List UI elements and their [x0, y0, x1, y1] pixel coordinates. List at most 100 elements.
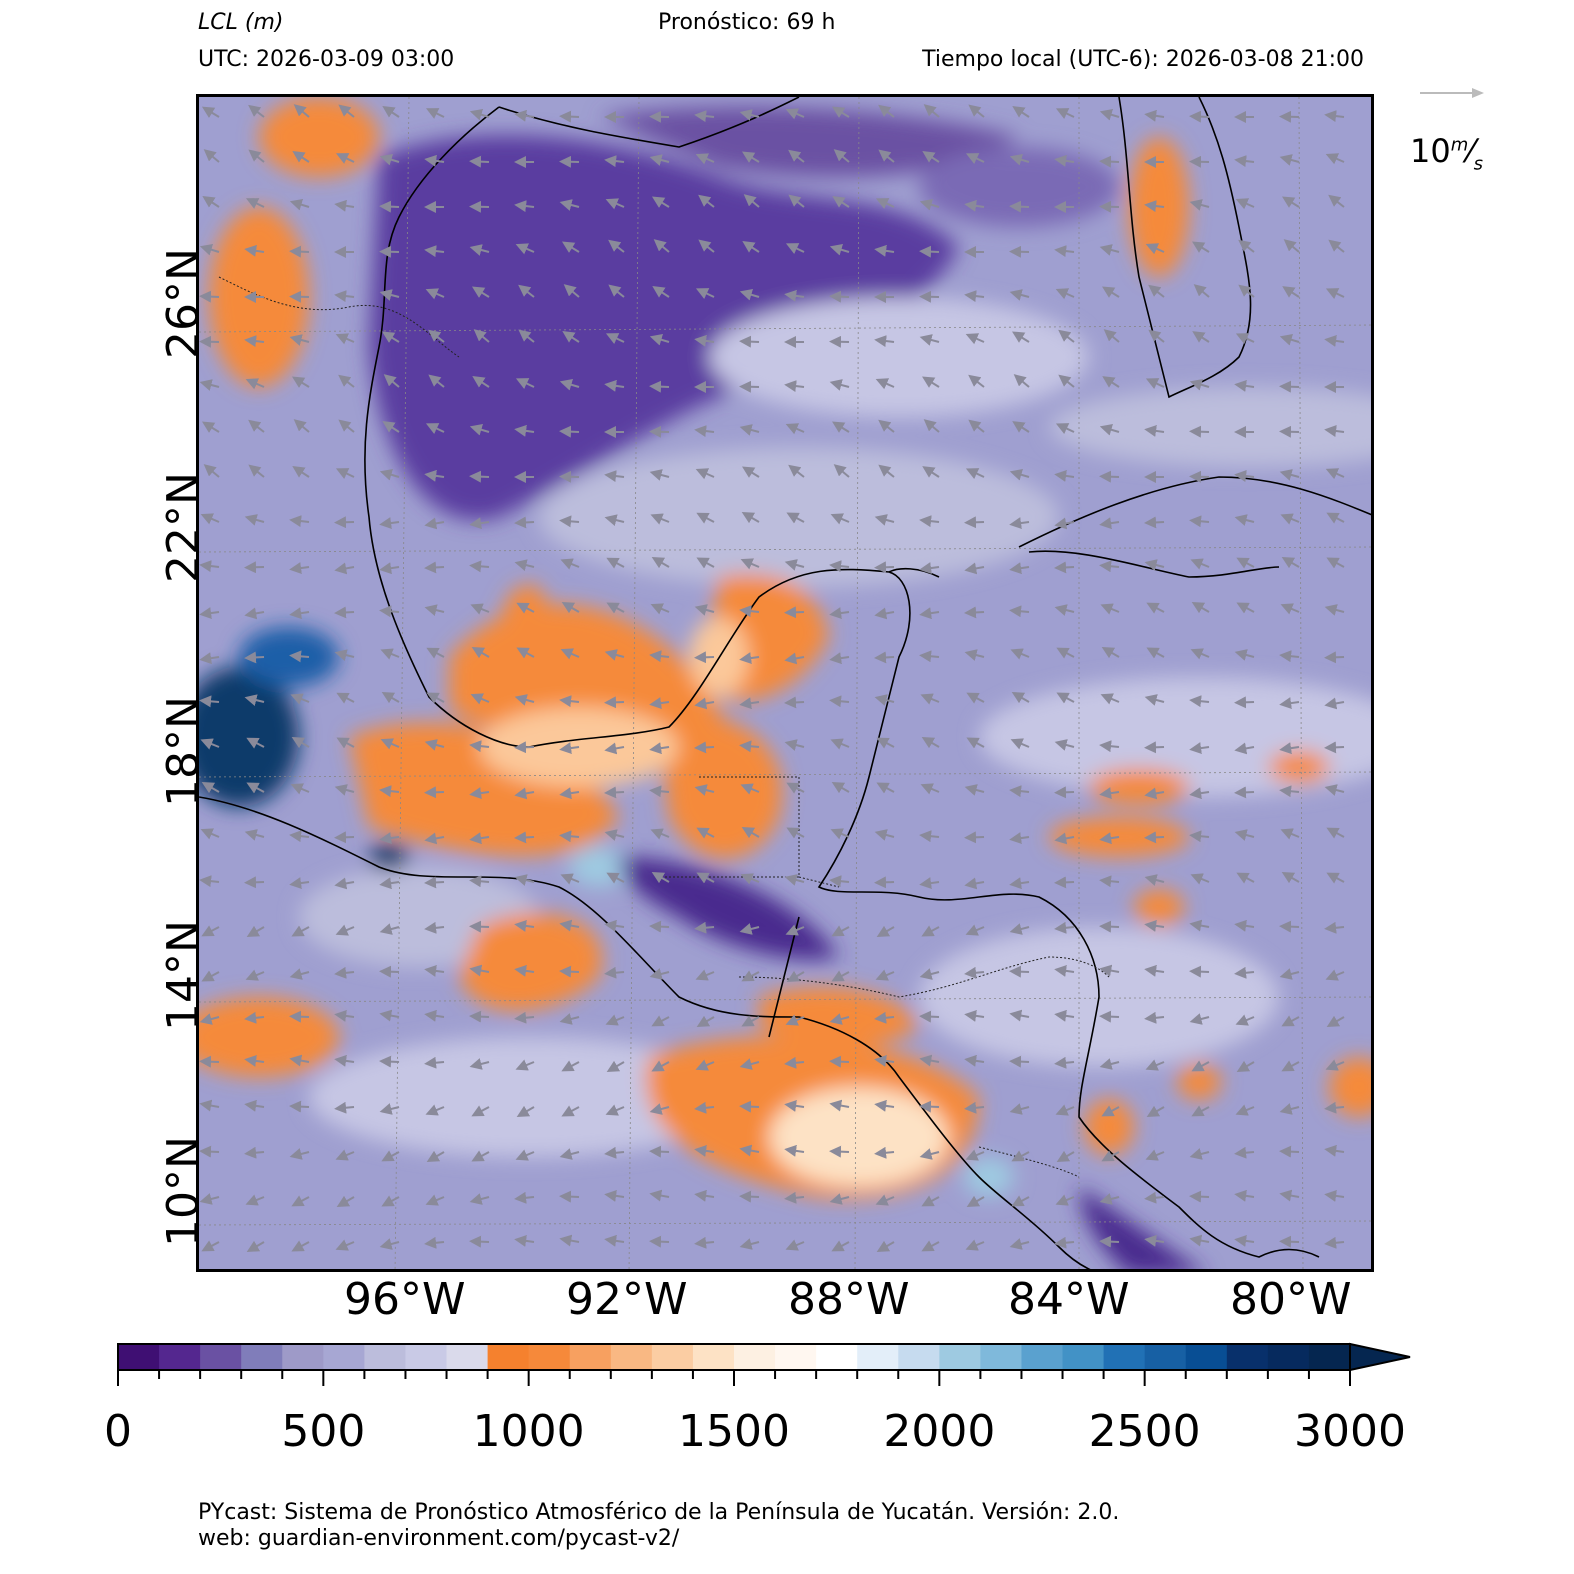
wind-arrow — [469, 832, 490, 845]
wind-arrow — [379, 517, 400, 530]
wind-arrow — [1279, 334, 1300, 346]
wind-arrow — [649, 785, 670, 798]
wind-arrow — [875, 969, 895, 981]
wind-arrow — [919, 1100, 940, 1113]
wind-arrow — [1189, 695, 1210, 708]
wind-arrow — [1009, 1238, 1030, 1250]
wind-arrow — [964, 831, 985, 844]
wind-arrow — [1011, 1150, 1030, 1162]
wind-arrow — [649, 742, 670, 755]
wind-arrow — [830, 513, 850, 525]
wind-arrow — [964, 1054, 985, 1067]
wind-arrow — [1279, 154, 1300, 166]
wind-arrow — [244, 335, 265, 348]
wind-arrow — [694, 1236, 715, 1249]
wind-arrow — [514, 1234, 535, 1247]
wind-arrow — [1009, 289, 1030, 301]
wind-arrow — [1009, 469, 1030, 481]
wind-arrow — [334, 562, 355, 575]
wind-arrow — [469, 964, 490, 977]
wind-arrow — [334, 1101, 355, 1114]
wind-arrow — [289, 650, 310, 663]
wind-arrow — [1280, 828, 1300, 840]
wind-arrow — [514, 787, 535, 800]
wind-arrow — [1054, 739, 1075, 751]
wind-arrow — [514, 919, 535, 932]
wind-arrow — [1324, 697, 1345, 710]
wind-arrow — [335, 924, 355, 936]
wind-arrow — [1324, 1144, 1345, 1157]
wind-arrow — [515, 378, 535, 389]
wind-arrow — [381, 331, 400, 343]
wind-arrow — [199, 607, 220, 620]
wind-arrow — [290, 783, 310, 795]
wind-arrow — [788, 149, 805, 163]
wind-arrow — [874, 829, 895, 841]
wind-arrow — [289, 1010, 310, 1023]
wind-arrow — [1144, 516, 1165, 529]
wind-arrow — [739, 605, 760, 618]
wind-arrow — [469, 740, 490, 753]
wind-arrow — [248, 149, 265, 163]
wind-arrow — [695, 1059, 715, 1071]
wind-arrow — [922, 376, 940, 388]
wind-arrow — [1009, 200, 1030, 213]
wind-arrow — [245, 378, 265, 390]
wind-arrow — [1236, 602, 1255, 614]
wind-arrow — [561, 241, 580, 253]
wind-arrow — [514, 200, 535, 213]
wind-arrow — [469, 875, 490, 888]
wind-arrow — [1009, 1103, 1030, 1115]
wind-arrow — [876, 1240, 895, 1253]
wind-arrow — [1234, 1234, 1255, 1247]
wind-arrow — [604, 742, 625, 755]
wind-arrow — [1146, 1105, 1165, 1118]
wind-arrow — [1009, 923, 1030, 935]
wind-arrow — [244, 829, 265, 841]
wind-arrow — [199, 1193, 220, 1205]
wind-arrow — [1234, 649, 1255, 661]
wind-arrow — [1099, 424, 1120, 436]
wind-arrow — [1235, 198, 1255, 210]
wind-arrow — [1324, 1101, 1345, 1114]
wind-arrow — [1054, 245, 1075, 258]
wind-arrow — [289, 334, 310, 346]
wind-arrow — [1099, 920, 1120, 933]
wind-arrow — [696, 512, 715, 524]
wind-arrow — [1281, 556, 1300, 569]
wind-arrow — [202, 195, 220, 208]
wind-arrow — [244, 607, 265, 620]
wind-arrow — [424, 1236, 445, 1249]
wind-arrow — [605, 1014, 625, 1026]
wind-arrow — [1192, 241, 1210, 253]
wind-arrow — [1100, 693, 1120, 705]
wind-arrow — [244, 651, 265, 664]
map-panel[interactable] — [196, 94, 1374, 1272]
wind-arrow — [1325, 468, 1345, 480]
wind-arrow — [1324, 334, 1345, 347]
wind-arrow — [559, 110, 580, 123]
forecast-hour: Pronóstico: 69 h — [658, 10, 836, 35]
wind-arrow — [1056, 1150, 1075, 1163]
wind-arrow — [739, 740, 760, 753]
colorbar-cell — [282, 1344, 324, 1370]
wind-arrow — [293, 104, 310, 118]
wind-arrow — [919, 607, 940, 620]
colorbar-cell — [1062, 1344, 1105, 1370]
wind-arrow — [199, 1013, 220, 1025]
wind-arrow — [1055, 1194, 1075, 1206]
wind-arrow — [964, 784, 985, 796]
wind-arrow — [1279, 650, 1300, 663]
wind-arrow — [830, 828, 850, 840]
wind-arrow — [201, 781, 220, 794]
wind-arrow — [739, 109, 760, 121]
wind-arrow — [1101, 1150, 1120, 1162]
wind-arrow — [650, 603, 670, 615]
wind-arrow — [1099, 155, 1120, 168]
wind-arrow — [741, 970, 760, 982]
wind-arrow — [334, 877, 355, 890]
wind-arrow — [1054, 921, 1075, 934]
wind-arrow — [696, 557, 715, 569]
wind-arrow — [1325, 969, 1345, 981]
wind-arrow — [424, 517, 445, 530]
